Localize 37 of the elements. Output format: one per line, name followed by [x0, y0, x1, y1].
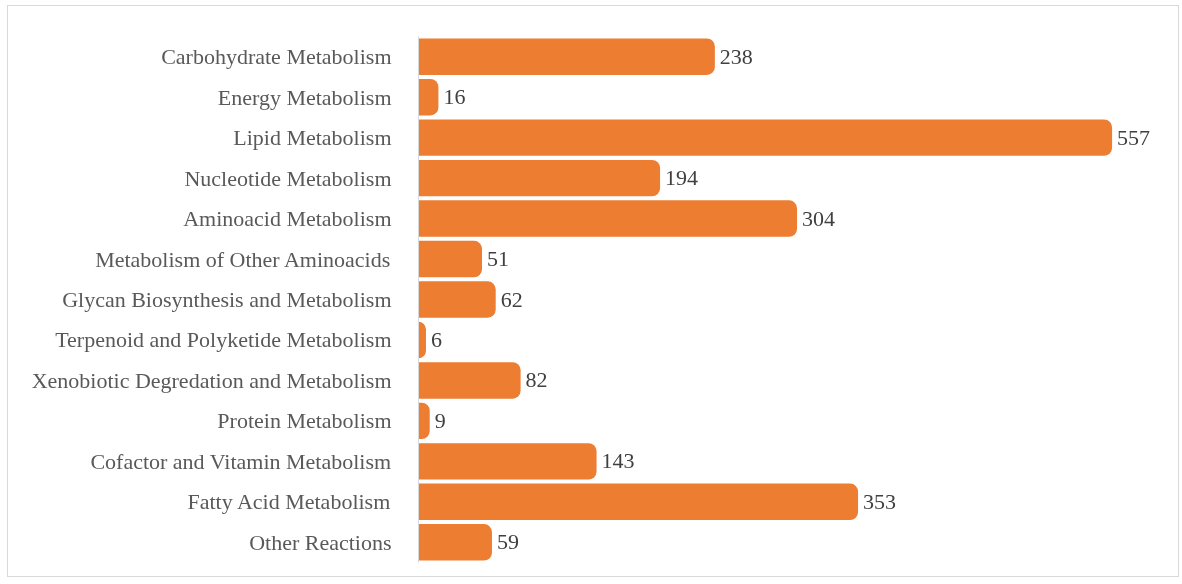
- data-label: 194: [665, 165, 699, 191]
- y-tick-label: Protein Metabolism: [217, 408, 392, 434]
- y-tick-label: Nucleotide Metabolism: [184, 165, 392, 191]
- data-label: 59: [496, 529, 519, 555]
- bar: [418, 200, 798, 237]
- y-tick-label: Lipid Metabolism: [233, 125, 392, 151]
- bar: [418, 240, 483, 278]
- bar: [418, 362, 521, 399]
- data-label: 9: [434, 407, 446, 433]
- y-tick-label: Metabolism of Other Aminoacids: [95, 246, 391, 272]
- y-tick-label: Other Reactions: [249, 529, 392, 555]
- bar: [418, 119, 1113, 156]
- y-tick-label: Aminoacid Metabolism: [183, 206, 392, 232]
- data-label: 143: [601, 448, 635, 474]
- y-tick-label: Energy Metabolism: [217, 84, 392, 110]
- bar: [418, 483, 859, 521]
- data-label: 557: [1117, 124, 1151, 150]
- bar: [418, 443, 597, 480]
- data-label: 238: [719, 43, 753, 69]
- data-label: 6: [430, 326, 442, 352]
- y-tick-label: Cofactor and Vitamin Metabolism: [90, 448, 392, 474]
- bar: [418, 281, 496, 318]
- bar: [418, 78, 439, 116]
- bar: [418, 524, 492, 561]
- y-tick-label: Glycan Biosynthesis and Metabolism: [62, 287, 392, 312]
- y-tick-label: Terpenoid and Polyketide Metabolism: [55, 327, 392, 353]
- bar: [418, 159, 661, 197]
- y-tick-label: Fatty Acid Metabolism: [187, 489, 391, 515]
- data-label: 51: [487, 246, 510, 272]
- data-label: 82: [525, 367, 548, 393]
- y-tick-label: Xenobiotic Degredation and Metabolism: [31, 367, 392, 393]
- data-label: 353: [863, 488, 897, 514]
- data-label: 16: [443, 84, 466, 110]
- bar: [418, 38, 715, 75]
- y-tick-label: Carbohydrate Metabolism: [161, 44, 392, 70]
- data-label: 304: [802, 205, 836, 231]
- data-label: 62: [500, 286, 523, 312]
